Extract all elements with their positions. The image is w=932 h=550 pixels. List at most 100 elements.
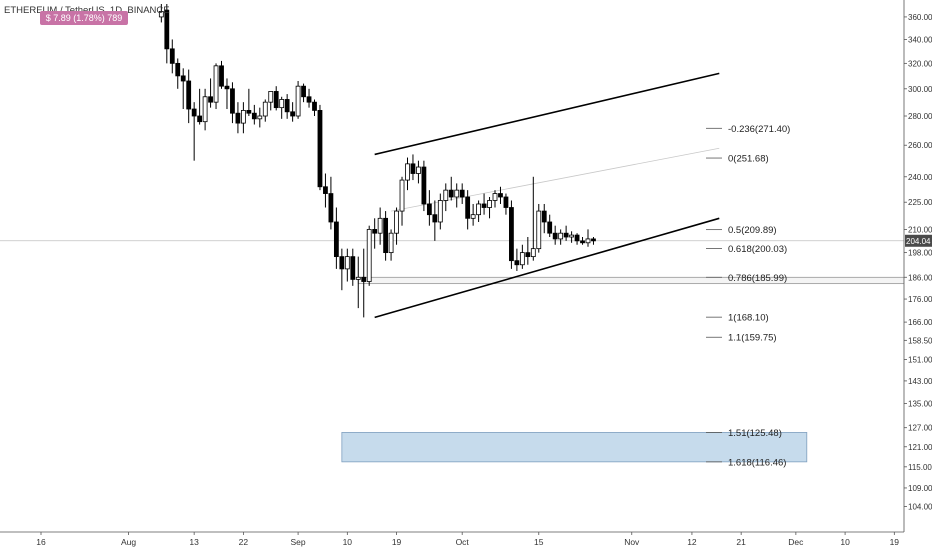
candle-body <box>279 99 285 109</box>
candles-layer <box>158 4 596 318</box>
current-price-label: 204.04 <box>906 237 931 246</box>
candle-body <box>552 232 558 240</box>
candle-body <box>530 248 536 258</box>
time-tick-label: 10 <box>840 537 850 547</box>
candle-body <box>317 110 323 188</box>
zones-layer <box>341 276 905 463</box>
candle-body <box>405 163 410 181</box>
fib-level-label: 1.618(116.46) <box>728 457 786 468</box>
time-tick-label: Sep <box>291 537 306 547</box>
candle-body <box>208 96 213 103</box>
candle-body <box>366 229 372 282</box>
candle-body <box>509 207 514 262</box>
time-tick-label: Nov <box>624 537 640 547</box>
time-tick-label: Oct <box>456 537 470 547</box>
price-tick-label: 280.00 <box>908 112 932 121</box>
candle-body <box>301 85 306 98</box>
price-axis[interactable]: 360.00 340.00 320.00 300.00 280.00 260.00 240.… <box>903 0 932 532</box>
price-axis-background <box>904 0 932 532</box>
fib-level-label: -0.236(271.40) <box>728 124 790 135</box>
candle-body <box>361 276 367 282</box>
time-tick-label: Aug <box>121 537 136 547</box>
candle-body <box>498 193 503 198</box>
time-tick-label: 12 <box>687 537 697 547</box>
candle-body <box>514 260 520 266</box>
candle-body <box>443 189 449 201</box>
price-tick-label: 186.00 <box>908 273 932 282</box>
price-tick-label: 127.00 <box>908 424 932 433</box>
channel-lower-line[interactable] <box>374 217 720 319</box>
candle-body <box>437 200 443 223</box>
symbol-title: ETHEREUM / TetherUS, 1D, BINANCE <box>4 5 170 16</box>
candle-body <box>525 252 531 258</box>
price-tick-label: 158.50 <box>908 336 932 345</box>
price-tick-label: 225.00 <box>908 198 932 207</box>
support-zone-rect <box>357 276 905 285</box>
candle-body <box>432 214 438 223</box>
price-tick-label: 198.00 <box>908 249 932 258</box>
candle-body <box>410 163 416 174</box>
time-axis[interactable]: 16Aug1322Sep1019Oct15Nov1221Dec10192019 <box>0 531 932 550</box>
candle-body <box>344 256 350 270</box>
fib-level-label: 0.618(200.03) <box>728 244 787 255</box>
candle-body <box>164 10 170 50</box>
time-tick-label: 10 <box>343 537 353 547</box>
candle-body <box>350 256 356 280</box>
time-tick-label: 16 <box>36 537 46 547</box>
candle-body <box>585 238 591 244</box>
candle-body <box>306 96 312 103</box>
candle-body <box>290 111 296 117</box>
candle-body <box>459 189 465 198</box>
channel-upper-line[interactable] <box>374 72 720 156</box>
candle-body <box>448 189 454 198</box>
price-tick-label: 143.00 <box>908 377 932 386</box>
candle-body <box>383 217 389 254</box>
fib-level-label: 1(168.10) <box>728 313 769 324</box>
price-tick-label: 121.00 <box>908 443 932 452</box>
fib-layer[interactable]: -0.236(271.40) 0(251.68) 0.5(209.89) 0.618(… <box>706 124 790 469</box>
candle-body <box>328 193 334 223</box>
candle-body <box>202 96 208 123</box>
candle-body <box>591 238 596 242</box>
candle-body <box>268 91 274 103</box>
time-tick-label: 21 <box>736 537 746 547</box>
candle-body <box>421 166 427 205</box>
price-tick-label: 135.00 <box>908 400 932 409</box>
candle-body <box>470 214 476 219</box>
candle-body <box>175 62 181 77</box>
time-tick-label: 22 <box>239 537 249 547</box>
target-zone-rect <box>341 432 808 463</box>
candle-body <box>295 85 301 117</box>
candle-body <box>273 91 279 109</box>
price-tick-label: 104.00 <box>908 502 932 511</box>
candle-body <box>186 80 192 110</box>
candle-body <box>339 256 345 270</box>
current-price-tag <box>905 234 932 247</box>
candle-body <box>191 108 197 117</box>
candle-body <box>240 110 246 124</box>
candle-body <box>399 179 405 212</box>
candle-body <box>503 196 509 208</box>
time-tick-label: 13 <box>189 537 199 547</box>
candle-body <box>251 112 257 120</box>
time-tick-label: 19 <box>392 537 402 547</box>
fib-level-label: 0(251.68) <box>728 154 769 165</box>
candle-body <box>547 221 553 234</box>
candle-body <box>180 75 186 82</box>
candle-body <box>169 48 175 64</box>
price-tick-label: 340.00 <box>908 35 932 44</box>
price-tick-label: 210.00 <box>908 225 932 234</box>
candle-body <box>426 203 432 216</box>
candle-body <box>224 85 230 90</box>
candle-body <box>487 200 492 208</box>
candle-body <box>476 203 482 216</box>
time-tick-label: 15 <box>534 537 544 547</box>
candle-body <box>333 221 339 258</box>
price-tick-label: 360.00 <box>908 13 932 22</box>
candle-body <box>219 65 224 87</box>
candle-body <box>536 210 542 250</box>
candle-body <box>262 101 268 117</box>
price-tick-label: 151.00 <box>908 355 932 364</box>
price-tick-label: 260.00 <box>908 141 932 150</box>
